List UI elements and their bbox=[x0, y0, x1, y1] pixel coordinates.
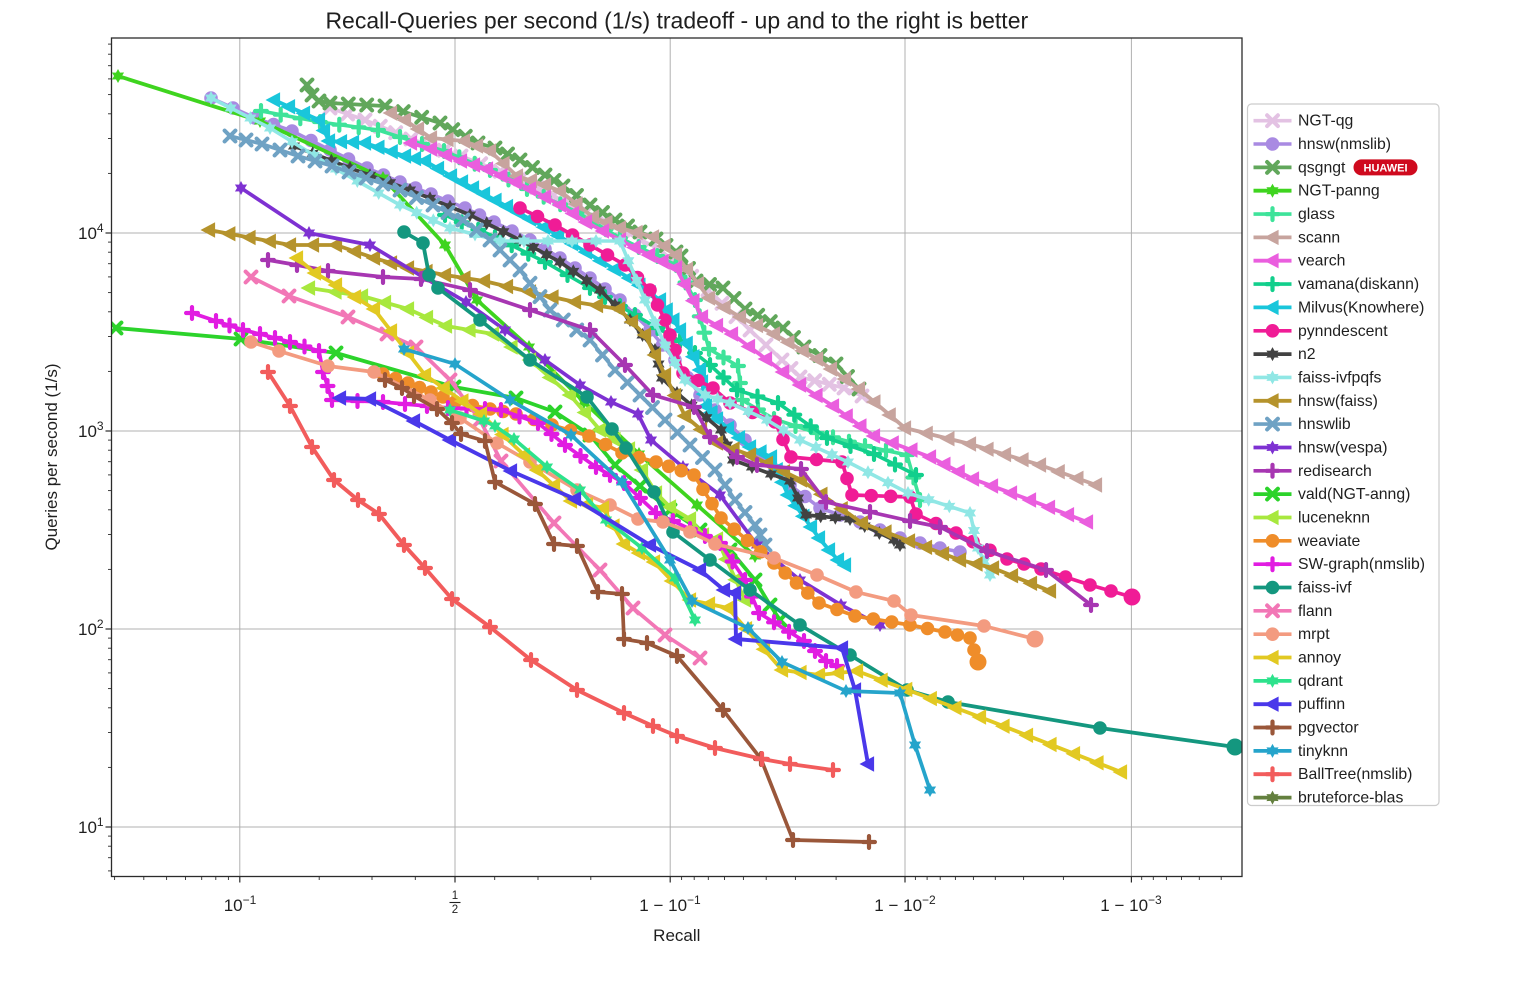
svg-text:1 − 10−2: 1 − 10−2 bbox=[874, 893, 936, 915]
svg-text:hnsw(vespa): hnsw(vespa) bbox=[1298, 440, 1388, 457]
svg-text:pgvector: pgvector bbox=[1298, 720, 1359, 737]
svg-text:flann: flann bbox=[1298, 603, 1332, 620]
svg-text:hnsw(nmslib): hnsw(nmslib) bbox=[1298, 136, 1391, 153]
svg-text:mrpt: mrpt bbox=[1298, 626, 1330, 643]
svg-text:Recall: Recall bbox=[653, 926, 700, 945]
svg-text:pynndescent: pynndescent bbox=[1298, 323, 1388, 340]
svg-text:Queries per second (1/s): Queries per second (1/s) bbox=[42, 363, 61, 550]
svg-text:vearch: vearch bbox=[1298, 253, 1345, 270]
svg-text:vald(NGT-anng): vald(NGT-anng) bbox=[1298, 486, 1410, 503]
svg-text:faiss-ivfpqfs: faiss-ivfpqfs bbox=[1298, 369, 1381, 386]
svg-text:1 − 10−1: 1 − 10−1 bbox=[639, 893, 701, 915]
svg-text:qsgngt: qsgngt bbox=[1298, 159, 1346, 176]
svg-text:bruteforce-blas: bruteforce-blas bbox=[1298, 790, 1403, 807]
svg-text:NGT-panng: NGT-panng bbox=[1298, 183, 1380, 200]
svg-text:hnswlib: hnswlib bbox=[1298, 416, 1351, 433]
svg-text:qdrant: qdrant bbox=[1298, 673, 1343, 690]
svg-text:1: 1 bbox=[452, 890, 458, 902]
svg-text:1 − 10−3: 1 − 10−3 bbox=[1100, 893, 1162, 915]
svg-text:Recall-Queries per second (1/s: Recall-Queries per second (1/s) tradeoff… bbox=[325, 8, 1028, 34]
svg-text:2: 2 bbox=[452, 904, 458, 916]
svg-text:Milvus(Knowhere): Milvus(Knowhere) bbox=[1298, 299, 1424, 316]
svg-text:hnsw(faiss): hnsw(faiss) bbox=[1298, 393, 1378, 410]
svg-text:puffinn: puffinn bbox=[1298, 696, 1345, 713]
svg-text:HUAWEI: HUAWEI bbox=[1364, 162, 1408, 174]
svg-text:NGT-qg: NGT-qg bbox=[1298, 113, 1353, 130]
svg-text:annoy: annoy bbox=[1298, 650, 1341, 667]
svg-text:faiss-ivf: faiss-ivf bbox=[1298, 580, 1352, 597]
svg-text:vamana(diskann): vamana(diskann) bbox=[1298, 276, 1419, 293]
svg-text:weaviate: weaviate bbox=[1297, 533, 1361, 550]
svg-text:tinyknn: tinyknn bbox=[1298, 743, 1348, 760]
svg-text:glass: glass bbox=[1298, 206, 1335, 223]
svg-text:redisearch: redisearch bbox=[1298, 463, 1372, 480]
svg-text:BallTree(nmslib): BallTree(nmslib) bbox=[1298, 766, 1412, 783]
svg-text:n2: n2 bbox=[1298, 346, 1316, 363]
svg-text:luceneknn: luceneknn bbox=[1298, 510, 1370, 527]
svg-text:SW-graph(nmslib): SW-graph(nmslib) bbox=[1298, 556, 1425, 573]
svg-text:scann: scann bbox=[1298, 229, 1340, 246]
